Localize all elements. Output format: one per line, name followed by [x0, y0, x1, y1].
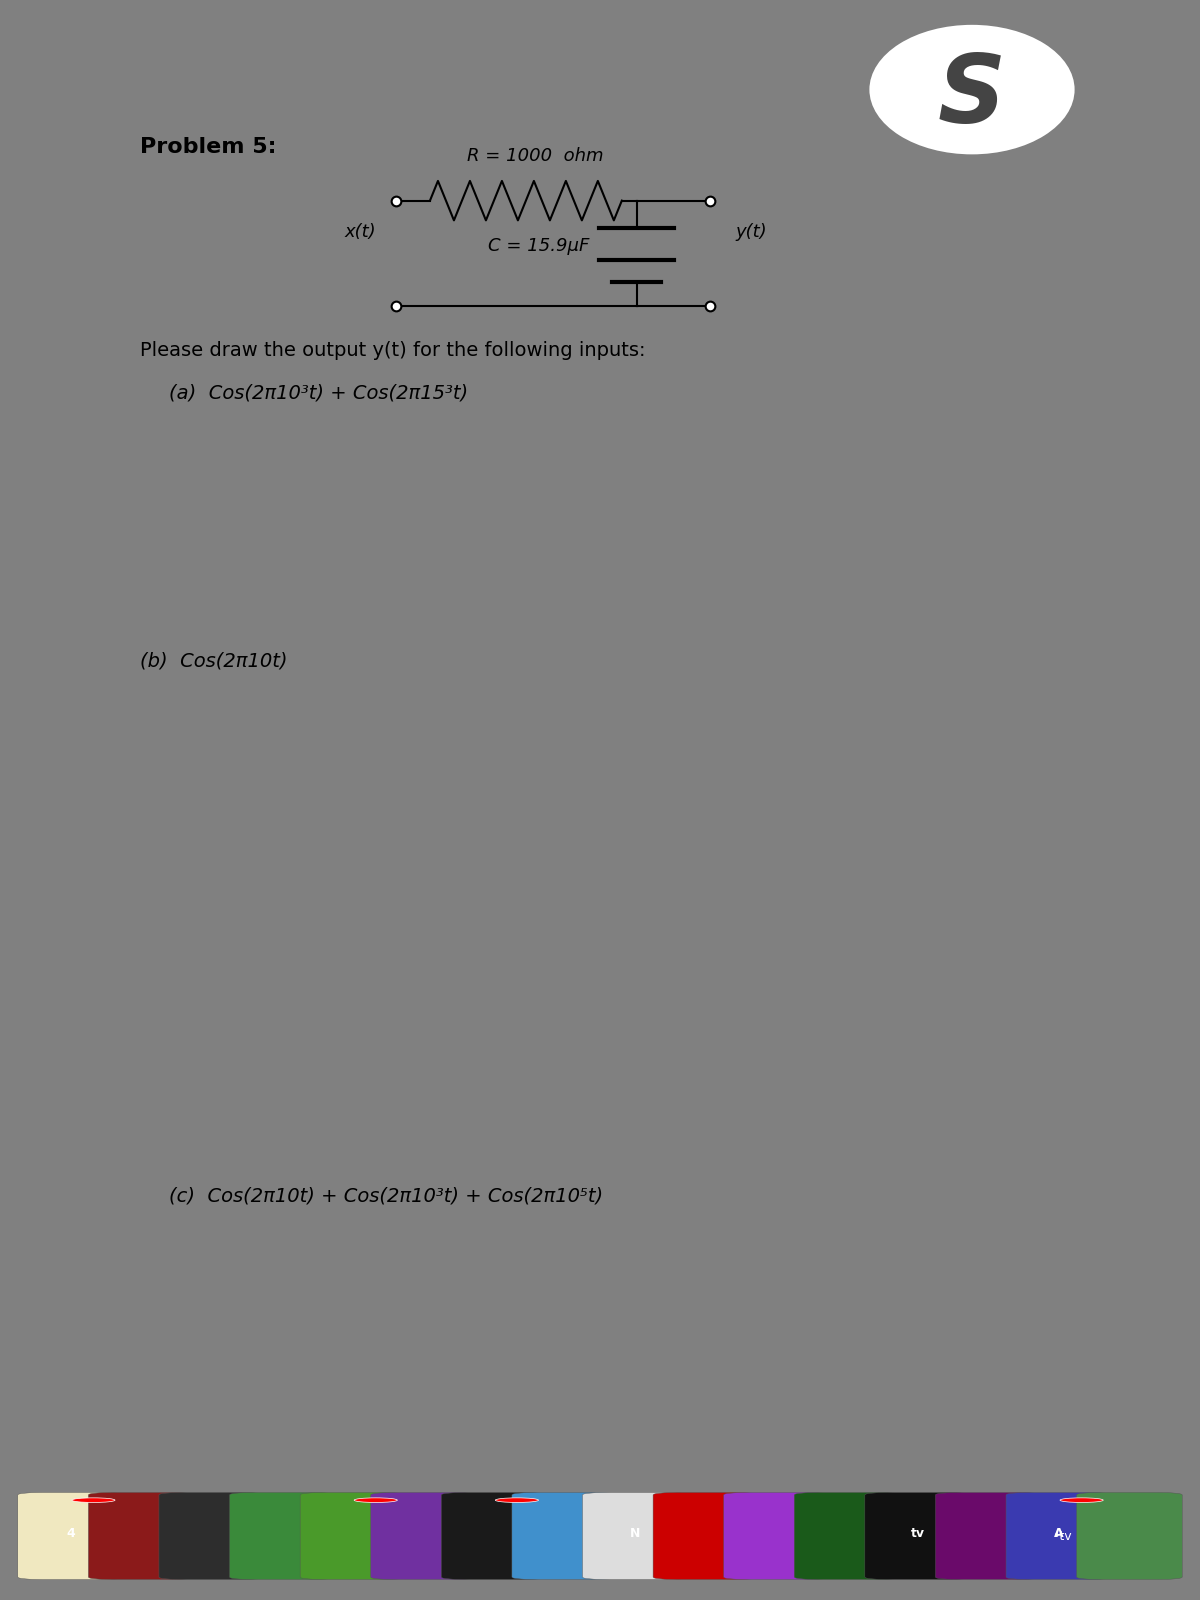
Text: x(t): x(t)	[344, 224, 376, 242]
FancyBboxPatch shape	[18, 1493, 124, 1579]
FancyBboxPatch shape	[1076, 1493, 1182, 1579]
Text: C = 15.9μF: C = 15.9μF	[488, 237, 589, 256]
Text: (b)  Cos(2π10t): (b) Cos(2π10t)	[139, 651, 287, 670]
Text: Problem 5:: Problem 5:	[139, 138, 276, 157]
Circle shape	[1060, 1498, 1103, 1502]
FancyBboxPatch shape	[1006, 1493, 1111, 1579]
FancyBboxPatch shape	[653, 1493, 758, 1579]
Circle shape	[496, 1498, 539, 1502]
FancyBboxPatch shape	[724, 1493, 829, 1579]
FancyBboxPatch shape	[512, 1493, 618, 1579]
Ellipse shape	[869, 26, 1075, 154]
FancyBboxPatch shape	[158, 1493, 264, 1579]
Text: Please draw the output y(t) for the following inputs:: Please draw the output y(t) for the foll…	[139, 341, 646, 360]
Text: S: S	[938, 51, 1006, 142]
Text: y(t): y(t)	[734, 224, 767, 242]
Text: 4: 4	[66, 1526, 74, 1539]
FancyBboxPatch shape	[865, 1493, 971, 1579]
FancyBboxPatch shape	[794, 1493, 900, 1579]
FancyBboxPatch shape	[89, 1493, 194, 1579]
FancyBboxPatch shape	[582, 1493, 688, 1579]
FancyBboxPatch shape	[442, 1493, 547, 1579]
Text: (c)  Cos(2π10t) + Cos(2π10³t) + Cos(2π10⁵t): (c) Cos(2π10t) + Cos(2π10³t) + Cos(2π10⁵…	[169, 1186, 604, 1205]
Text: (a)  Cos(2π10³t) + Cos(2π15³t): (a) Cos(2π10³t) + Cos(2π15³t)	[169, 384, 468, 403]
FancyBboxPatch shape	[229, 1493, 335, 1579]
Text: tv: tv	[911, 1526, 925, 1539]
Text: •tv: •tv	[1052, 1530, 1072, 1542]
Text: R = 1000  ohm: R = 1000 ohm	[468, 147, 604, 165]
Text: N: N	[630, 1526, 641, 1539]
Text: A: A	[1054, 1526, 1063, 1539]
FancyBboxPatch shape	[936, 1493, 1042, 1579]
Circle shape	[72, 1498, 115, 1502]
Circle shape	[354, 1498, 397, 1502]
FancyBboxPatch shape	[371, 1493, 476, 1579]
FancyBboxPatch shape	[300, 1493, 406, 1579]
